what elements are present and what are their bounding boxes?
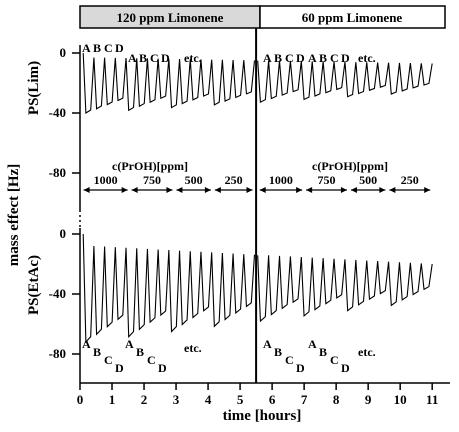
conc-arrowhead-left-1 — [131, 187, 138, 193]
traces — [82, 52, 433, 344]
lower-right-abcd-1: B — [274, 345, 282, 359]
conc-arrowhead-left-3 — [214, 187, 221, 193]
lower-right-repeat-abcd-2: C — [330, 353, 339, 367]
lower-etc-left: etc. — [184, 341, 202, 355]
lower-left-abcd-1: B — [93, 345, 101, 359]
lower-right-abcd-3: D — [296, 361, 305, 375]
upper-right-repeat-abcd-1: B — [319, 51, 327, 65]
header-left-label: 120 ppm Limonene — [117, 10, 224, 25]
trace-panel1-phase1 — [257, 255, 433, 323]
conc-label-1: 750 — [143, 173, 161, 187]
trace-panel1-phase0 — [82, 233, 256, 344]
series-label-lower: PS(EtAc) — [26, 255, 42, 315]
upper-left-repeat-abcd-0: A — [128, 51, 137, 65]
upper-left-repeat-abcd-1: B — [139, 51, 147, 65]
x-axis-title: time [hours] — [223, 408, 302, 424]
lower-right-abcd-2: C — [285, 353, 294, 367]
upper-right-abcd-2: C — [285, 51, 294, 65]
lower-left-repeat-abcd-0: A — [125, 337, 134, 351]
conc-arrowhead-left-2 — [176, 187, 183, 193]
conc-arrowhead-left-0 — [83, 187, 90, 193]
concentration-segments: 1000 750 500 250 1000 750 500 250 — [83, 173, 431, 193]
xtick-label-4: 4 — [205, 392, 212, 407]
conc-label-2: 500 — [185, 173, 203, 187]
lower-etc-right: etc. — [358, 345, 376, 359]
conc-arrowhead-left-4 — [259, 187, 266, 193]
upper-left-abcd-1: B — [93, 41, 101, 55]
conc-arrowhead-left-7 — [389, 187, 396, 193]
upper-right-abcd-1: B — [274, 51, 282, 65]
xtick-label-5: 5 — [237, 392, 244, 407]
xtick-label-11: 11 — [426, 392, 438, 407]
ytick-lower-0: 0 — [60, 226, 67, 241]
upper-right-abcd-3: D — [296, 51, 305, 65]
y-axis-title: mass effect [Hz] — [6, 164, 22, 266]
ytick-middle-m80: -80 — [49, 165, 66, 180]
xtick-label-2: 2 — [141, 392, 148, 407]
header-right-box — [259, 5, 446, 29]
xtick-label-8: 8 — [333, 392, 340, 407]
lower-left-abcd-0: A — [82, 337, 91, 351]
lower-left-repeat-abcd-1: B — [136, 345, 144, 359]
upper-left-repeat-abcd-2: C — [150, 51, 159, 65]
trace-panel0-phase1 — [257, 60, 433, 104]
upper-left-repeat-abcd-3: D — [161, 51, 170, 65]
xtick-label-0: 0 — [77, 392, 84, 407]
lower-left-abcd-2: C — [104, 353, 113, 367]
xtick-label-1: 1 — [109, 392, 116, 407]
lower-left-abcd-3: D — [115, 361, 124, 375]
concentration-label-right: c(PrOH)[ppm] — [312, 159, 388, 173]
conc-label-3: 250 — [225, 173, 243, 187]
conc-arrowhead-right-3 — [246, 187, 253, 193]
x-ticks: 0 1 2 3 4 5 6 7 8 9 10 11 — [77, 383, 438, 407]
lower-right-repeat-abcd-3: D — [341, 361, 350, 375]
conc-arrowhead-right-5 — [340, 187, 347, 193]
lower-left-repeat-abcd-2: C — [147, 353, 156, 367]
ytick-upper-0: 0 — [60, 45, 67, 60]
conc-label-0: 1000 — [94, 173, 118, 187]
conc-arrowhead-left-6 — [350, 187, 357, 193]
lower-right-abcd-0: A — [263, 337, 272, 351]
series-label-upper: PS(Lim) — [26, 61, 42, 115]
trace-panel0-phase0 — [82, 52, 256, 114]
upper-left-abcd-3: D — [115, 41, 124, 55]
ytick-lower-m80: -80 — [49, 346, 66, 361]
conc-arrowhead-right-6 — [379, 187, 386, 193]
conc-arrowhead-left-5 — [306, 187, 313, 193]
upper-left-abcd-2: C — [104, 41, 113, 55]
conc-label-6: 500 — [359, 173, 377, 187]
xtick-label-10: 10 — [394, 392, 407, 407]
conc-arrowhead-right-2 — [204, 187, 211, 193]
concentration-label-left: c(PrOH)[ppm] — [112, 159, 188, 173]
conc-arrowhead-right-4 — [296, 187, 303, 193]
conc-label-5: 750 — [318, 173, 336, 187]
conc-label-4: 1000 — [269, 173, 293, 187]
upper-etc-left: etc. — [184, 51, 202, 65]
upper-right-abcd-0: A — [263, 51, 272, 65]
lower-left-repeat-abcd-3: D — [158, 361, 167, 375]
upper-etc-right: etc. — [358, 51, 376, 65]
upper-right-repeat-abcd-2: C — [330, 51, 339, 65]
conc-arrowhead-right-1 — [166, 187, 173, 193]
conc-arrowhead-right-7 — [424, 187, 431, 193]
lower-right-repeat-abcd-1: B — [319, 345, 327, 359]
xtick-label-3: 3 — [173, 392, 180, 407]
lower-right-repeat-abcd-0: A — [308, 337, 317, 351]
conc-arrowhead-right-0 — [121, 187, 128, 193]
upper-right-repeat-abcd-0: A — [308, 51, 317, 65]
xtick-label-9: 9 — [365, 392, 372, 407]
xtick-label-7: 7 — [301, 392, 308, 407]
ytick-upper-m40: -40 — [49, 105, 66, 120]
upper-left-abcd-0: A — [82, 41, 91, 55]
ytick-lower-m40: -40 — [49, 286, 66, 301]
conc-label-7: 250 — [401, 173, 419, 187]
header-right-label: 60 ppm Limonene — [302, 10, 403, 25]
upper-right-repeat-abcd-3: D — [341, 51, 350, 65]
xtick-label-6: 6 — [269, 392, 276, 407]
